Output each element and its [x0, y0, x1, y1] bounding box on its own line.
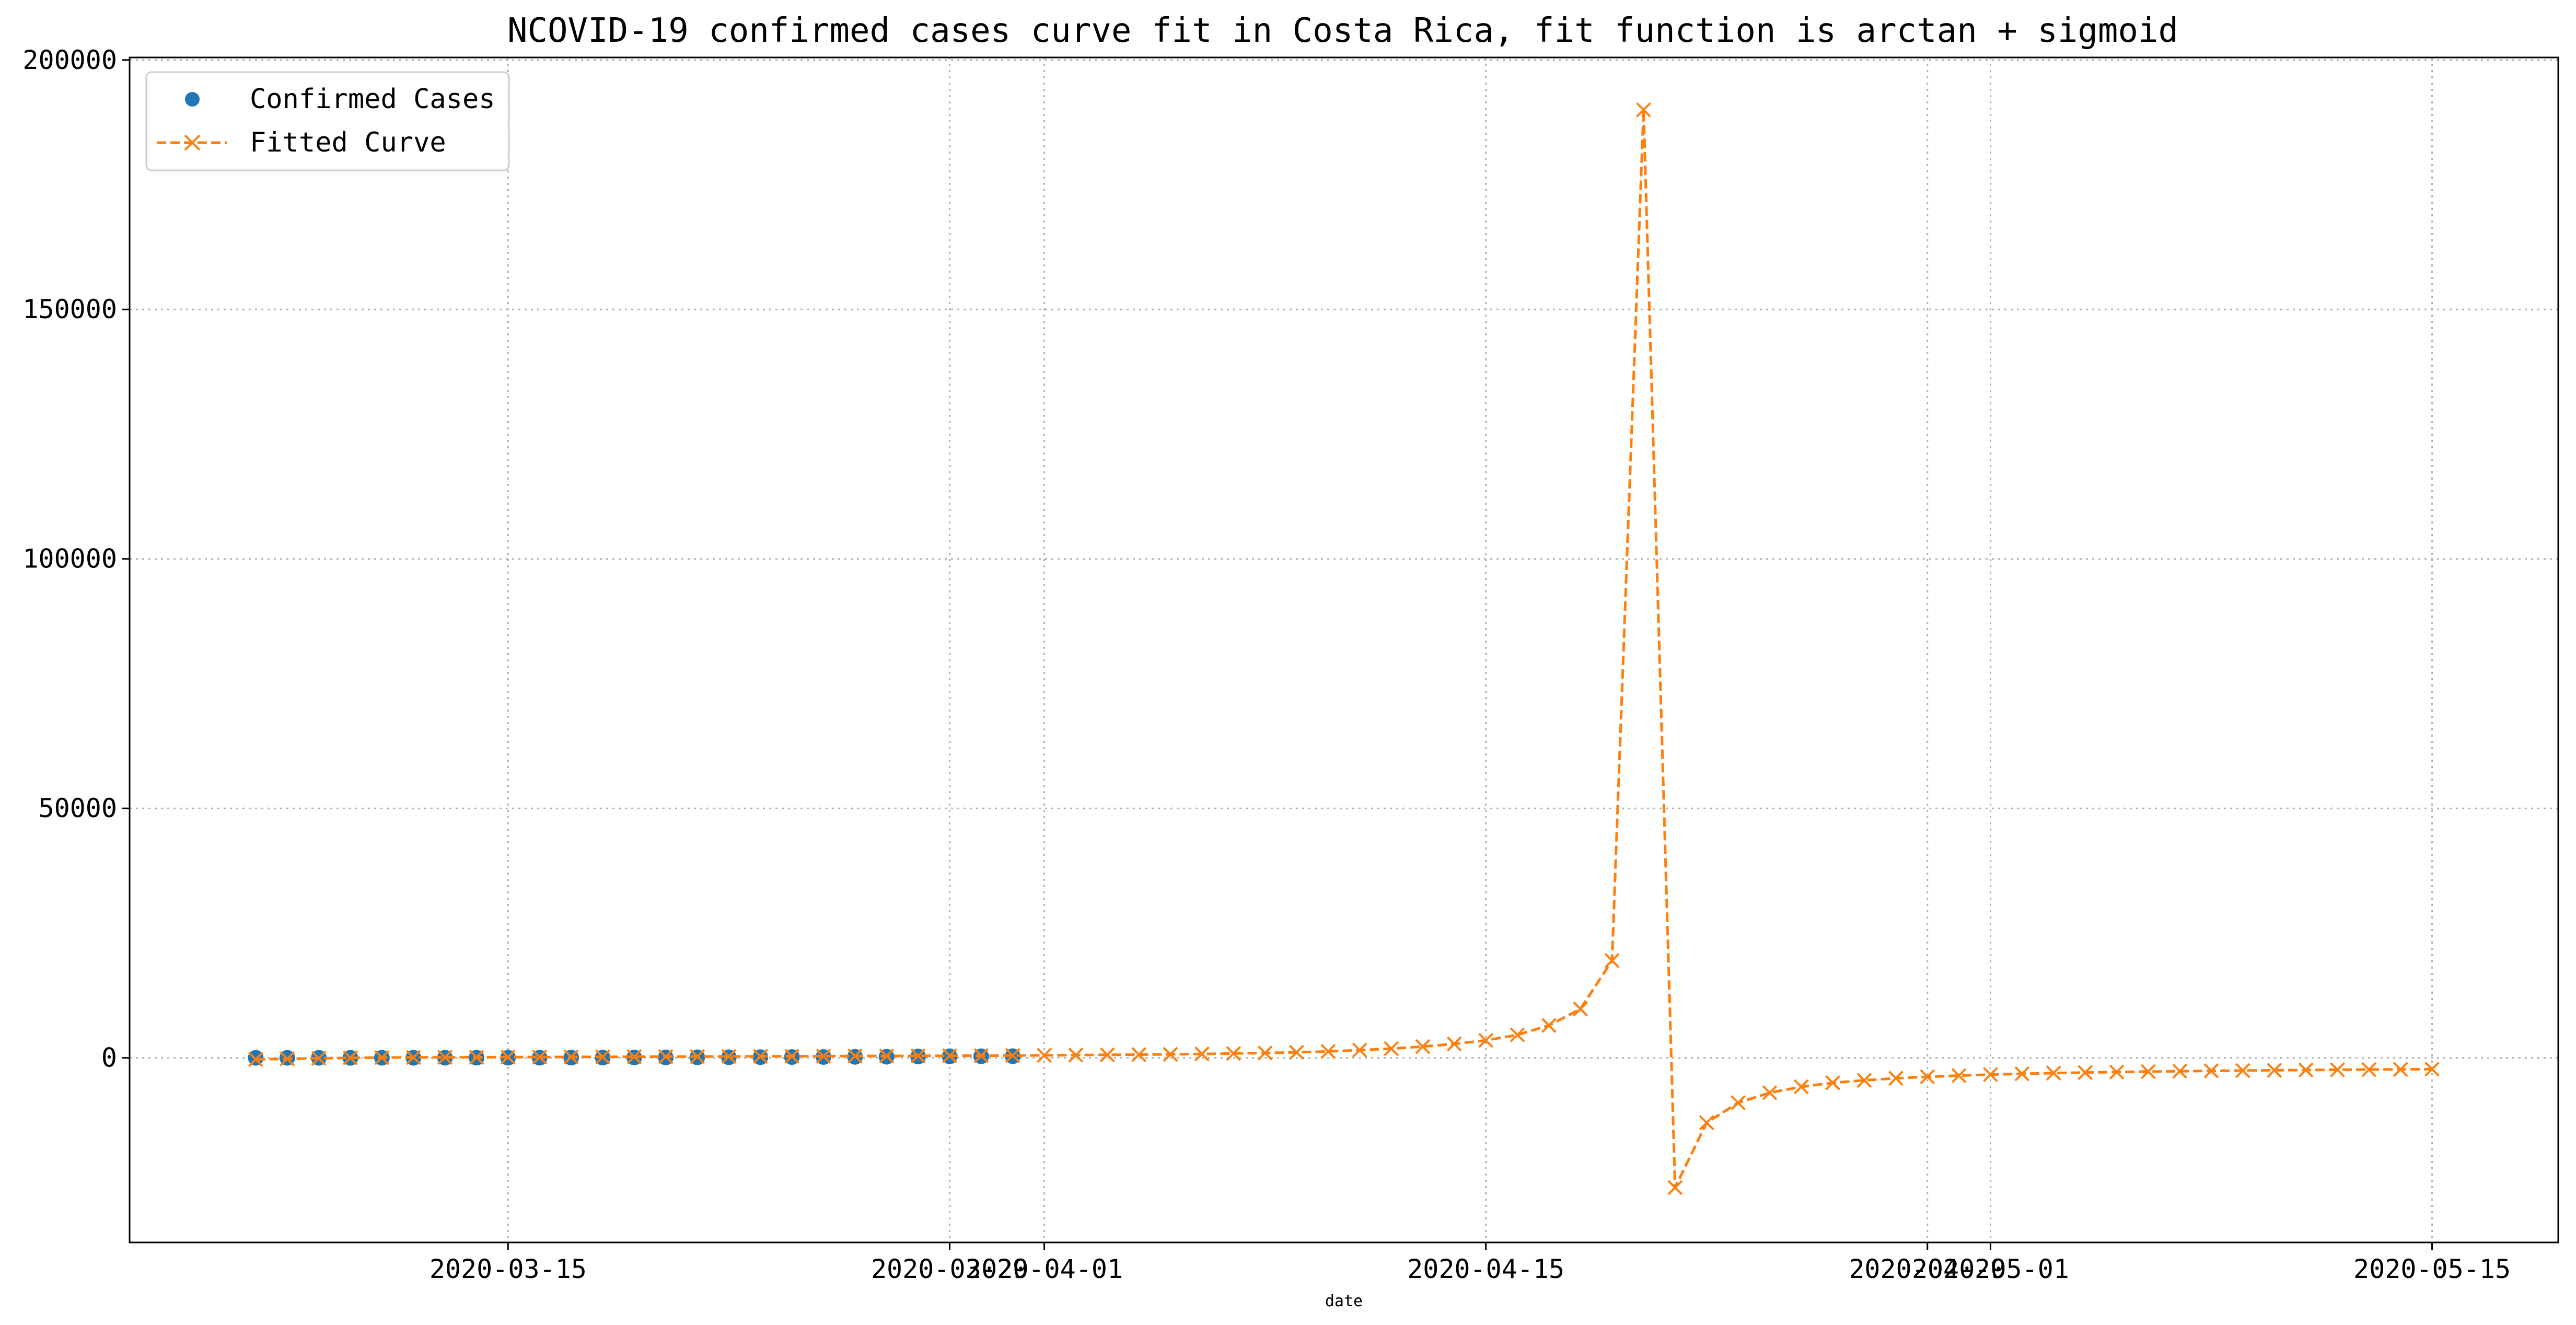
fitted-curve-point — [2109, 1064, 2125, 1080]
fitted-curve-point — [1257, 1045, 1273, 1061]
fitted-curve-point — [437, 1050, 453, 1065]
fitted-curve-point — [500, 1049, 516, 1065]
x-tick-label: 2020-04-15 — [1407, 1254, 1564, 1284]
y-tick-label: 100000 — [22, 544, 117, 574]
fitted-curve-point — [752, 1049, 768, 1064]
fitted-curve-point — [2078, 1065, 2093, 1080]
fitted-curve-point — [1068, 1048, 1084, 1063]
x-tick-label: 2020-05-01 — [1912, 1254, 2069, 1284]
fitted-curve-point — [1888, 1071, 1904, 1086]
fitted-curve-point — [1856, 1073, 1872, 1088]
fitted-curve-point — [1194, 1046, 1210, 1062]
plot-frame — [129, 56, 2559, 1243]
fitted-curve-point — [1920, 1069, 1935, 1085]
chart-title: NCOVID-19 confirmed cases curve fit in C… — [507, 11, 2178, 50]
fitted-curve-point — [311, 1051, 327, 1066]
legend-marker-confirmed — [185, 92, 200, 107]
x-axis-label: date — [1325, 1292, 1363, 1310]
fitted-curve-point — [847, 1048, 863, 1064]
fitted-curve-point — [690, 1049, 705, 1064]
fitted-curve-point — [626, 1049, 642, 1064]
fitted-curve-point — [2140, 1064, 2156, 1079]
fitted-curve-point — [1636, 102, 1651, 118]
fitted-curve-point — [1762, 1085, 1778, 1100]
fitted-curve-point — [1320, 1043, 1336, 1059]
fitted-curve-point — [784, 1049, 800, 1064]
fitted-curve-point — [1983, 1067, 1998, 1083]
fitted-curve-point — [1951, 1068, 1967, 1083]
fitted-curve-point — [910, 1048, 926, 1064]
fitted-curve-point — [2298, 1062, 2314, 1078]
fitted-curve-point — [1446, 1036, 1462, 1052]
fitted-curve-point — [2014, 1066, 2030, 1082]
fitted-curve-point — [532, 1049, 548, 1065]
fitted-curve-point — [1289, 1044, 1304, 1060]
fitted-curve-point — [973, 1048, 989, 1063]
fitted-curve-point — [1541, 1018, 1557, 1033]
fitted-curve-point — [1573, 1001, 1588, 1017]
legend-box — [145, 71, 510, 171]
x-tick-label: 2020-04-29 — [1849, 1254, 2006, 1284]
fitted-curve-point — [1793, 1079, 1809, 1095]
legend-label-confirmed: Confirmed Cases — [250, 84, 495, 115]
fitted-curve-point — [1005, 1048, 1020, 1063]
fitted-curve-point — [2361, 1062, 2377, 1077]
fitted-curve-point — [2267, 1063, 2282, 1078]
legend-marker-fitted — [184, 134, 201, 151]
x-tick-label: 2020-04-01 — [966, 1254, 1123, 1284]
fitted-curve-point — [942, 1048, 957, 1064]
fitted-curve-point — [1731, 1095, 1746, 1111]
fitted-curve-point — [2046, 1065, 2061, 1081]
fitted-curve-point — [721, 1049, 737, 1064]
fitted-curve-point — [879, 1048, 895, 1064]
fitted-curve-point — [343, 1050, 358, 1066]
fitted-curve-point — [248, 1052, 263, 1067]
fitted-curve-point — [1099, 1047, 1115, 1063]
fitted-curve-point — [1384, 1041, 1399, 1056]
fitted-curve-point — [1604, 953, 1620, 968]
fitted-curve-point — [374, 1050, 390, 1065]
fitted-curve-point — [1037, 1048, 1052, 1063]
fitted-curve-point — [469, 1050, 484, 1065]
fitted-curve-point — [1478, 1032, 1494, 1048]
x-tick-label: 2020-05-15 — [2353, 1254, 2511, 1284]
fitted-curve-point — [1163, 1047, 1178, 1062]
y-tick-label: 0 — [101, 1043, 117, 1073]
fitted-curve-point — [1825, 1075, 1841, 1090]
fitted-curve-point — [280, 1051, 295, 1066]
plot-series — [248, 102, 2440, 1195]
legend: Confirmed Cases Fitted Curve — [145, 71, 510, 171]
fitted-curve-point — [1415, 1039, 1431, 1054]
fitted-curve-point — [2172, 1063, 2188, 1079]
fitted-curve-point — [2203, 1063, 2219, 1079]
legend-label-fitted: Fitted Curve — [250, 127, 446, 158]
fitted-curve-point — [1352, 1042, 1367, 1058]
y-tick-label: 200000 — [22, 45, 117, 75]
fitted-curve-point — [563, 1049, 579, 1065]
fitted-curve-line — [256, 110, 2432, 1189]
fitted-curve-point — [2235, 1063, 2250, 1078]
fitted-curve-point — [1131, 1047, 1147, 1062]
y-tick-label: 50000 — [38, 793, 117, 823]
fitted-curve-point — [405, 1050, 421, 1065]
confirmed-case-point — [248, 1050, 264, 1066]
fitted-curve-point — [816, 1049, 831, 1064]
y-tick-label: 150000 — [22, 294, 117, 324]
fitted-curve-point — [658, 1049, 674, 1064]
y-axis-ticks: 0 50000 100000 150000 200000 — [22, 45, 130, 1073]
fitted-curve-point — [595, 1049, 610, 1065]
fitted-curve-point — [1226, 1045, 1241, 1061]
fitted-curve-point — [1510, 1027, 1525, 1043]
fitted-curve-point — [1667, 1180, 1683, 1195]
x-tick-label: 2020-03-29 — [871, 1254, 1028, 1284]
x-tick-label: 2020-03-15 — [430, 1254, 587, 1284]
fitted-curve-point — [1699, 1115, 1714, 1131]
fitted-curve-point — [2330, 1062, 2345, 1077]
fitted-curve-point — [2393, 1062, 2408, 1077]
fitted-curve-point — [2424, 1061, 2440, 1077]
